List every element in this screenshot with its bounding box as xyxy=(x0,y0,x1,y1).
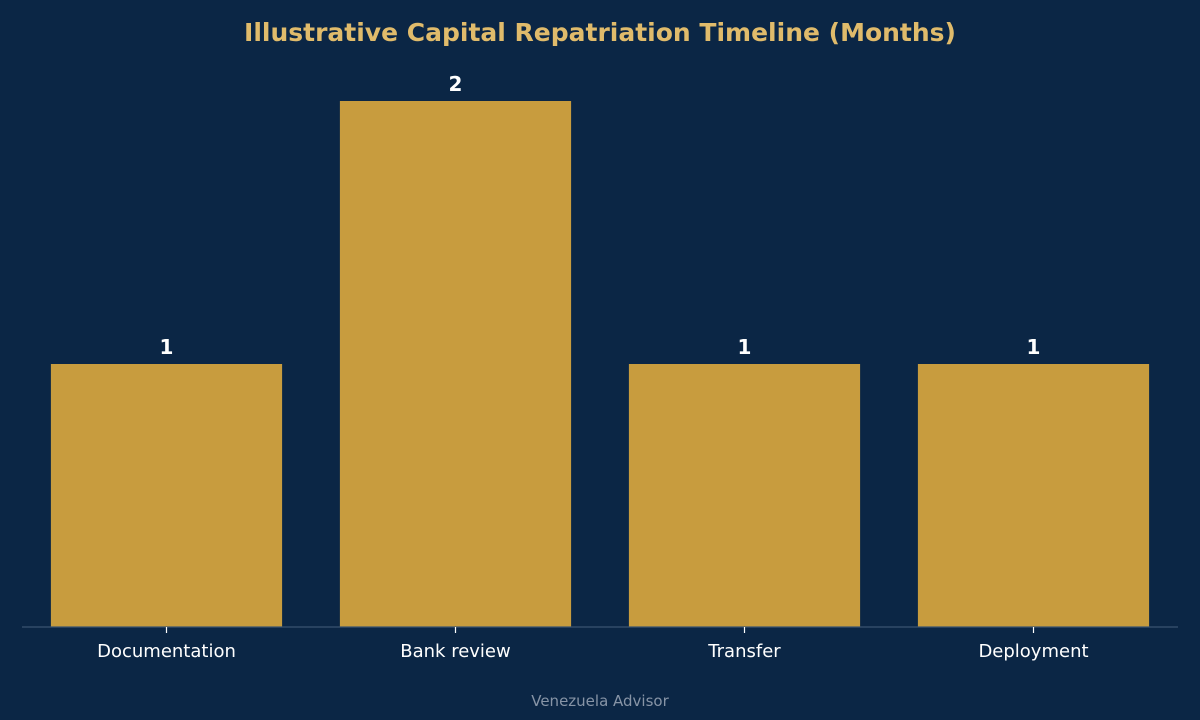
x-ticks-layer xyxy=(165,627,1035,633)
bar-deployment xyxy=(917,364,1150,627)
value-labels-layer: 1 2 1 1 xyxy=(160,72,1041,359)
bars-layer xyxy=(50,101,1150,627)
bar-documentation xyxy=(50,364,283,627)
x-tick-label: Transfer xyxy=(707,641,781,662)
bar-value-label: 1 xyxy=(160,335,174,359)
bar-value-label: 2 xyxy=(449,72,463,96)
chart-title: Illustrative Capital Repatriation Timeli… xyxy=(244,18,956,47)
x-tick-label: Bank review xyxy=(400,641,510,662)
bar-value-label: 1 xyxy=(738,335,752,359)
source-label: Venezuela Advisor xyxy=(531,692,669,710)
x-tick-labels-layer: Documentation Bank review Transfer Deployme… xyxy=(97,641,1088,662)
bar-value-label: 1 xyxy=(1027,335,1041,359)
bar-transfer xyxy=(628,364,861,627)
bar-bank-review xyxy=(339,101,572,627)
x-tick-label: Documentation xyxy=(97,641,236,662)
x-tick-label: Deployment xyxy=(978,641,1088,662)
